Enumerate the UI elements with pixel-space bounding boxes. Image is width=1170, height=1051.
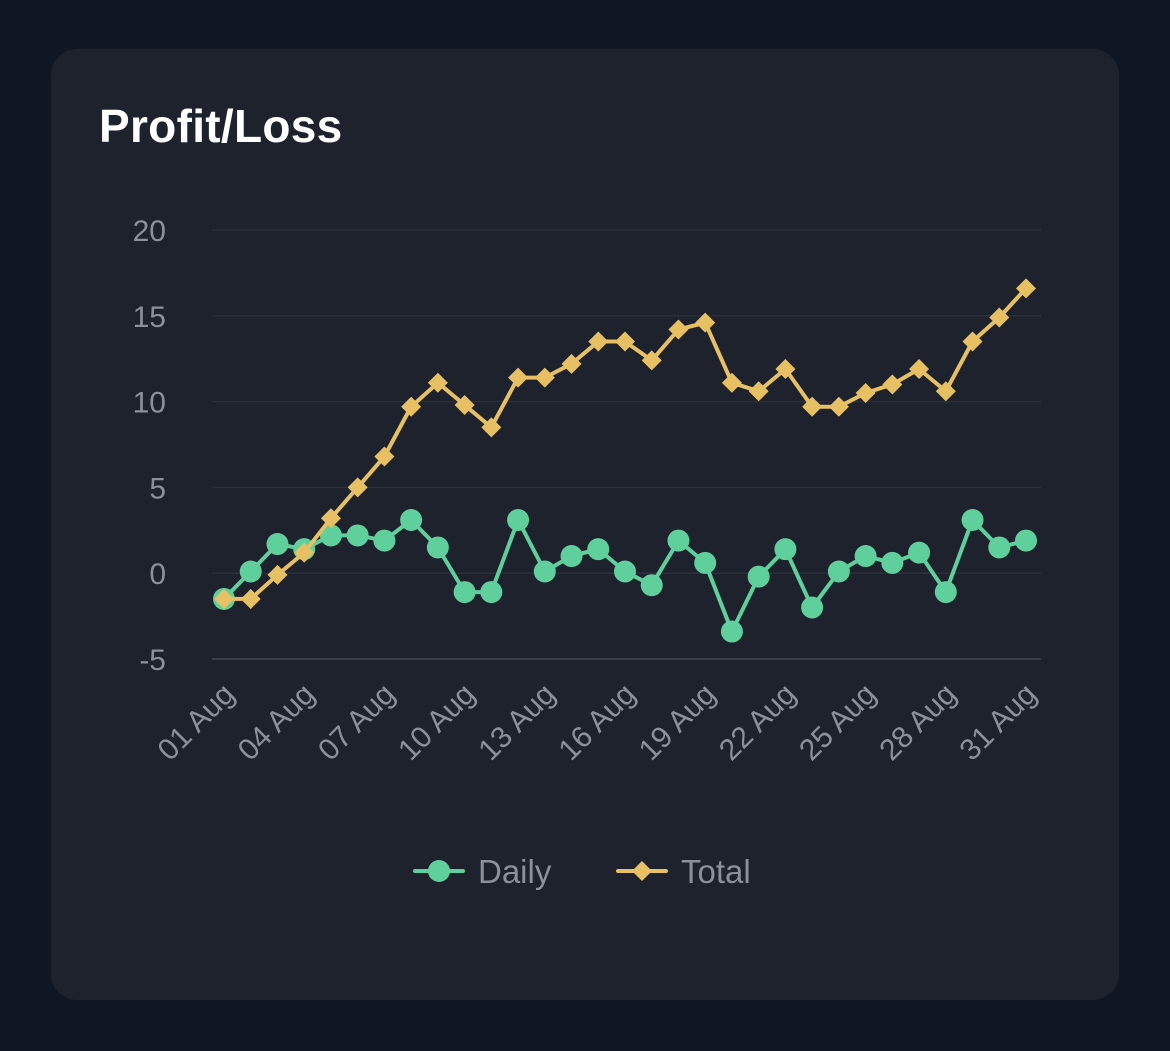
total-point[interactable] bbox=[748, 381, 769, 402]
daily-point[interactable] bbox=[934, 581, 957, 604]
daily-point[interactable] bbox=[720, 620, 743, 643]
x-tick-label: 16 Aug bbox=[553, 678, 642, 767]
card-title: Profit/Loss bbox=[99, 100, 343, 152]
total-point[interactable] bbox=[641, 350, 662, 371]
total-point[interactable] bbox=[989, 307, 1010, 328]
daily-point[interactable] bbox=[507, 509, 530, 532]
daily-point[interactable] bbox=[560, 545, 583, 568]
total-point[interactable] bbox=[534, 367, 555, 388]
daily-point[interactable] bbox=[1015, 529, 1037, 552]
daily-point[interactable] bbox=[908, 541, 931, 564]
daily-point[interactable] bbox=[533, 560, 556, 583]
total-point[interactable] bbox=[828, 396, 849, 417]
x-tick-label: 31 Aug bbox=[954, 678, 1043, 767]
daily-point[interactable] bbox=[480, 581, 503, 604]
total-point[interactable] bbox=[267, 564, 288, 585]
daily-point[interactable] bbox=[667, 529, 690, 552]
daily-point[interactable] bbox=[827, 560, 850, 583]
total-point[interactable] bbox=[240, 588, 261, 609]
y-tick-label: 15 bbox=[133, 301, 166, 334]
legend-label: Total bbox=[681, 853, 751, 890]
total-point[interactable] bbox=[909, 358, 930, 379]
total-point[interactable] bbox=[935, 381, 956, 402]
x-tick-label: 22 Aug bbox=[713, 678, 802, 767]
total-point[interactable] bbox=[802, 396, 823, 417]
daily-point[interactable] bbox=[426, 536, 449, 559]
daily-point[interactable] bbox=[373, 529, 396, 552]
total-point[interactable] bbox=[508, 367, 529, 388]
daily-point[interactable] bbox=[319, 524, 342, 547]
total-point[interactable] bbox=[481, 417, 502, 438]
daily-point[interactable] bbox=[988, 536, 1011, 559]
total-point[interactable] bbox=[347, 477, 368, 498]
x-tick-label: 10 Aug bbox=[392, 678, 481, 767]
y-tick-label: 5 bbox=[149, 472, 166, 505]
total-point[interactable] bbox=[882, 374, 903, 395]
x-tick-label: 28 Aug bbox=[873, 678, 962, 767]
daily-point[interactable] bbox=[747, 565, 770, 588]
daily-point[interactable] bbox=[400, 509, 423, 532]
y-tick-label: 20 bbox=[133, 215, 166, 248]
legend-item-daily[interactable]: Daily bbox=[413, 853, 552, 890]
total-point[interactable] bbox=[454, 395, 475, 416]
daily-point[interactable] bbox=[881, 551, 904, 574]
daily-point[interactable] bbox=[774, 538, 797, 561]
total-point[interactable] bbox=[1016, 278, 1036, 299]
total-point[interactable] bbox=[401, 396, 422, 417]
total-point[interactable] bbox=[561, 353, 582, 374]
x-tick-label: 19 Aug bbox=[633, 678, 722, 767]
daily-point[interactable] bbox=[266, 533, 289, 556]
total-point[interactable] bbox=[695, 312, 716, 333]
legend-label: Daily bbox=[478, 853, 552, 890]
daily-point[interactable] bbox=[614, 560, 636, 583]
total-point[interactable] bbox=[668, 319, 689, 340]
daily-point[interactable] bbox=[854, 545, 877, 568]
total-point[interactable] bbox=[721, 372, 742, 393]
daily-point[interactable] bbox=[239, 560, 262, 583]
total-point[interactable] bbox=[962, 331, 983, 352]
y-tick-label: -5 bbox=[139, 644, 166, 677]
daily-point[interactable] bbox=[453, 581, 476, 604]
legend-circle-marker bbox=[428, 860, 450, 882]
x-tick-label: 04 Aug bbox=[232, 678, 321, 767]
total-point[interactable] bbox=[294, 542, 315, 563]
total-point[interactable] bbox=[855, 383, 876, 404]
y-tick-label: 0 bbox=[149, 558, 166, 591]
total-point[interactable] bbox=[427, 372, 448, 393]
total-point[interactable] bbox=[214, 588, 234, 609]
x-tick-label: 01 Aug bbox=[152, 678, 241, 767]
profit-loss-card: Profit/Loss 20 15 10 5 0 -5 01 Aug 04 Aug 07 Au… bbox=[51, 49, 1119, 1000]
total-point[interactable] bbox=[374, 446, 395, 467]
daily-point[interactable] bbox=[640, 574, 663, 597]
daily-point[interactable] bbox=[587, 538, 610, 561]
daily-point[interactable] bbox=[694, 551, 717, 574]
total-point[interactable] bbox=[588, 331, 609, 352]
total-point[interactable] bbox=[615, 331, 635, 352]
daily-point[interactable] bbox=[346, 524, 369, 547]
daily-point[interactable] bbox=[801, 596, 824, 619]
legend-diamond-marker bbox=[632, 861, 652, 881]
x-tick-label: 13 Aug bbox=[472, 678, 561, 767]
x-tick-label: 07 Aug bbox=[312, 678, 401, 767]
daily-point[interactable] bbox=[961, 509, 984, 532]
legend-item-total[interactable]: Total bbox=[616, 853, 751, 890]
y-tick-label: 10 bbox=[133, 387, 166, 420]
total-point[interactable] bbox=[775, 358, 796, 379]
x-tick-label: 25 Aug bbox=[793, 678, 882, 767]
